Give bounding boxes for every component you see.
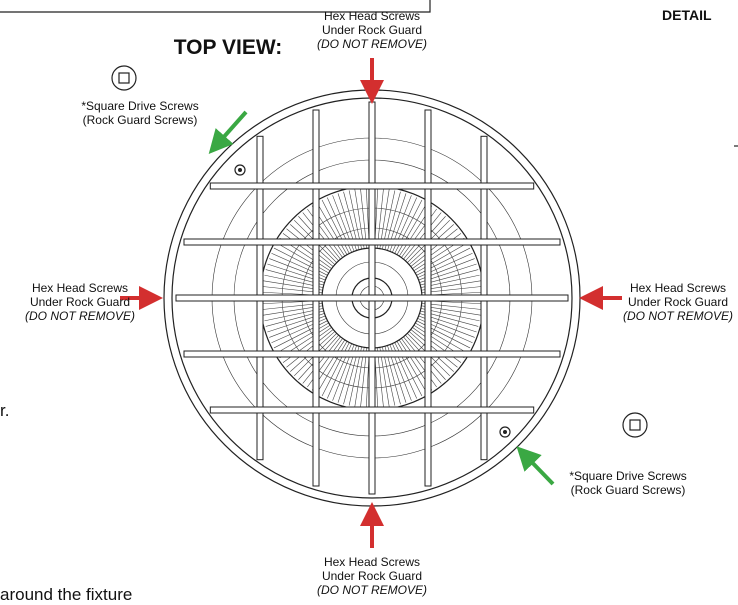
callout: Hex Head Screws Under Rock Guard (DO NOT…	[25, 281, 135, 323]
callout-text: (DO NOT REMOVE)	[25, 309, 135, 323]
callout-text: *Square Drive Screws	[81, 99, 198, 113]
drive-icon	[623, 413, 647, 437]
callout-text: (DO NOT REMOVE)	[623, 309, 733, 323]
drive-icon	[630, 420, 640, 430]
fixture-drawing	[164, 90, 580, 506]
guard-bar	[184, 351, 560, 357]
detail-heading: DETAIL	[662, 7, 712, 23]
diagram: TOP VIEW: DETAIL r. around the fixture H…	[0, 0, 738, 605]
callout-text: (Rock Guard Screws)	[83, 113, 198, 127]
drive-icon	[112, 66, 136, 90]
callout-text: Under Rock Guard	[628, 295, 728, 309]
callout: *Square Drive Screws (Rock Guard Screws)	[81, 99, 198, 127]
callout-text: Hex Head Screws	[630, 281, 726, 295]
guard-bar	[210, 183, 533, 189]
callout-text: Under Rock Guard	[322, 569, 422, 583]
arrow	[522, 452, 553, 484]
fragment: r.	[0, 401, 9, 420]
guard-bar	[210, 407, 533, 413]
callout-text: Hex Head Screws	[324, 9, 420, 23]
callout-text: (Rock Guard Screws)	[571, 483, 686, 497]
callout-text: Under Rock Guard	[30, 295, 130, 309]
callout-text: Under Rock Guard	[322, 23, 422, 37]
callout-text: Hex Head Screws	[32, 281, 128, 295]
guard-bar	[184, 239, 560, 245]
callout-text: (DO NOT REMOVE)	[317, 583, 427, 597]
callout-text: Hex Head Screws	[324, 555, 420, 569]
callout-text: (DO NOT REMOVE)	[317, 37, 427, 51]
screw	[238, 168, 242, 172]
screw	[503, 430, 507, 434]
callout: Hex Head Screws Under Rock Guard (DO NOT…	[623, 281, 733, 323]
fragment: around the fixture	[0, 585, 132, 604]
callout: Hex Head Screws Under Rock Guard (DO NOT…	[317, 555, 427, 597]
guard-bar	[176, 295, 568, 301]
drive-icon	[119, 73, 129, 83]
callout-text: *Square Drive Screws	[569, 469, 686, 483]
callout: Hex Head Screws Under Rock Guard (DO NOT…	[317, 9, 427, 51]
arrow	[214, 112, 246, 148]
callout: *Square Drive Screws (Rock Guard Screws)	[569, 469, 686, 497]
title: TOP VIEW:	[174, 36, 283, 59]
